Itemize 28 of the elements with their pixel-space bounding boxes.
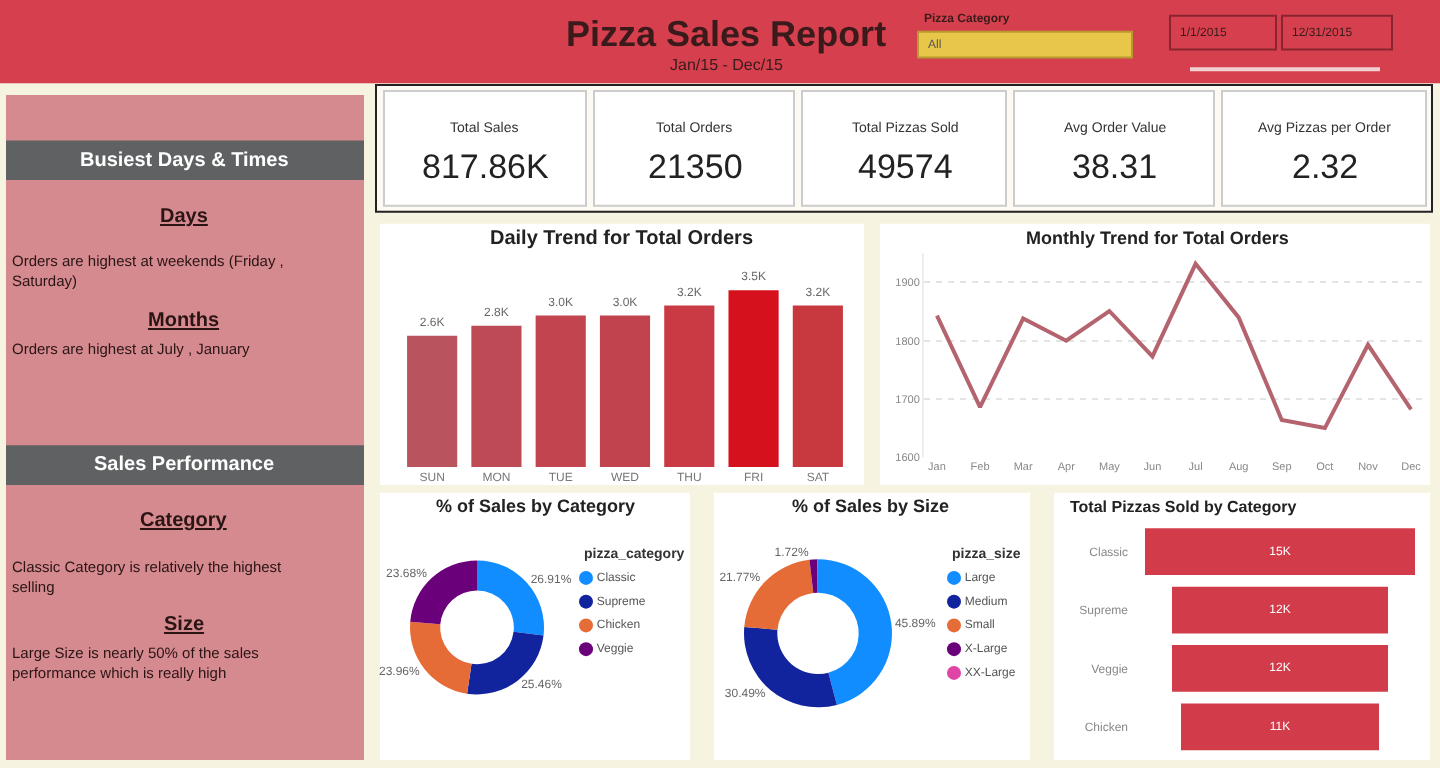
bar <box>664 305 715 468</box>
bar <box>535 315 586 468</box>
line-series <box>934 261 1414 431</box>
text: 49574 <box>858 148 953 186</box>
bar <box>471 325 522 468</box>
text: Busiest Days & Times <box>80 150 290 172</box>
bar <box>407 335 458 468</box>
text: Sales Performance <box>94 454 275 476</box>
donut-slice <box>809 559 818 593</box>
text: Size <box>164 614 205 636</box>
chart-title: % of Sales by Category <box>436 496 636 516</box>
bar <box>599 315 651 468</box>
text: Jan/15 - Dec/15 <box>670 56 785 74</box>
text: 2.32 <box>1292 148 1359 186</box>
donut-slice <box>818 559 892 705</box>
text: Months <box>148 310 220 332</box>
text: 21350 <box>648 148 743 186</box>
chart-title: Daily Trend for Total Orders <box>490 228 754 250</box>
bar <box>792 305 843 468</box>
text: 38.31 <box>1072 148 1158 186</box>
text: Total Pizzas Sold by Category <box>1070 498 1298 516</box>
text: Days <box>160 206 209 228</box>
text: 817.86K <box>422 148 550 186</box>
bar <box>728 290 779 468</box>
text: Category <box>140 510 228 532</box>
chart-title: Monthly Trend for Total Orders <box>1026 228 1289 248</box>
text: Pizza Sales Report <box>566 14 887 54</box>
chart-title: % of Sales by Size <box>792 496 950 516</box>
